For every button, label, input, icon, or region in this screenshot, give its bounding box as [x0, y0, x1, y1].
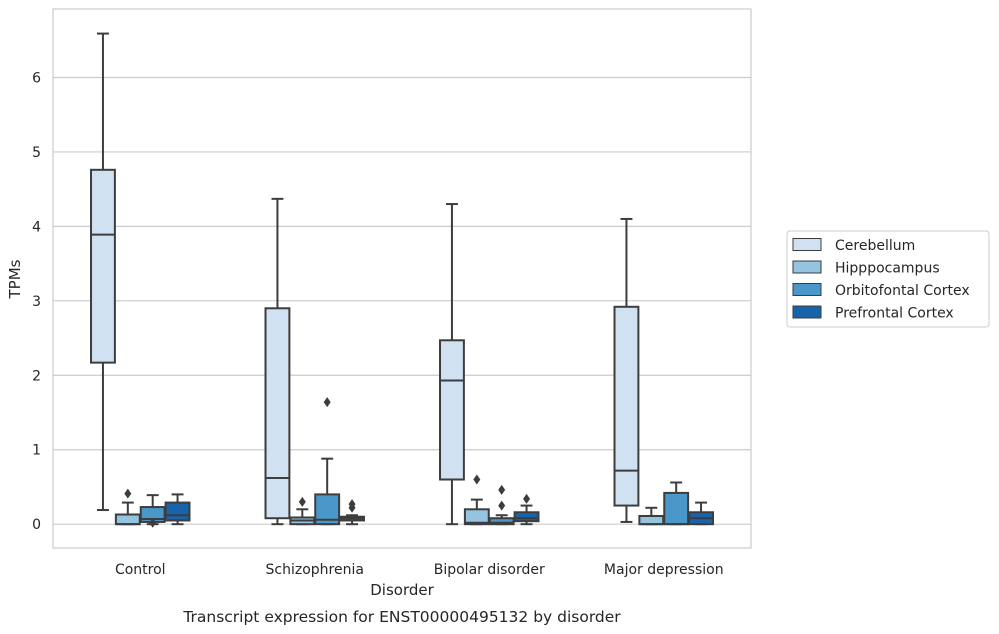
outlier-point	[124, 488, 132, 499]
outlier-point	[473, 474, 481, 485]
box-orbitofontal-cortex	[139, 494, 166, 528]
legend-swatch	[792, 260, 822, 274]
y-tick-label: 4	[32, 219, 41, 235]
box-iqr	[164, 501, 191, 522]
x-tick-label: Control	[115, 562, 166, 578]
outlier-point	[298, 496, 306, 507]
outlier-point	[498, 484, 506, 495]
x-tick-label: Schizophrenia	[266, 562, 364, 578]
outlier-point	[149, 517, 157, 528]
legend-swatch	[792, 238, 822, 251]
x-tick-label: Major depression	[604, 562, 724, 578]
legend: Cerebellum Hipppocampus Orbitofontal Corte…	[786, 230, 990, 328]
outlier-point	[523, 493, 531, 504]
box-iqr	[663, 491, 690, 526]
box-orbitofontal-cortex	[488, 484, 515, 526]
box-prefrontal-cortex	[688, 501, 714, 526]
box-prefrontal-cortex	[513, 493, 540, 526]
legend-frame	[786, 230, 990, 328]
x-tick-labels: Control Schizophrenia Bipolar disorder Majo…	[115, 562, 724, 578]
box-cerebellum	[439, 203, 465, 526]
outlier-point	[498, 500, 506, 511]
box-iqr	[613, 305, 640, 507]
box-prefrontal-cortex	[164, 493, 191, 526]
legend-label: Hipppocampus	[835, 261, 940, 277]
box-iqr	[90, 168, 116, 364]
y-tick-label: 1	[32, 443, 41, 459]
legend-swatch	[792, 283, 822, 296]
box-orbitofontal-cortex	[663, 481, 690, 526]
box-cerebellum	[613, 217, 640, 523]
box-iqr	[463, 508, 490, 526]
box-hipppocampus	[289, 496, 316, 526]
box-iqr	[114, 513, 141, 526]
y-tick-labels: 0 1 2 3 4 5 6	[32, 70, 41, 533]
legend-entries: Cerebellum Hipppocampus Orbitofontal Corte…	[792, 238, 970, 322]
box-iqr	[314, 493, 341, 526]
y-tick-label: 2	[32, 368, 41, 384]
box-iqr	[513, 511, 540, 523]
box-iqr	[264, 307, 291, 520]
y-tick-label: 3	[32, 294, 41, 310]
plot-area	[52, 8, 752, 549]
legend-label: Orbitofontal Cortex	[835, 283, 970, 299]
box-iqr	[638, 514, 665, 526]
legend-swatch	[792, 305, 822, 319]
box-hipppocampus	[463, 474, 490, 526]
legend-label: Prefrontal Cortex	[835, 306, 954, 322]
y-axis-label: TPMs	[6, 259, 24, 299]
y-tick-label: 0	[32, 517, 41, 533]
legend-label: Cerebellum	[835, 238, 915, 254]
box-cerebellum	[90, 32, 116, 512]
outlier-point	[323, 397, 331, 408]
x-tick-label: Bipolar disorder	[434, 562, 545, 578]
boxes	[90, 32, 714, 528]
x-axis-label: Disorder	[370, 581, 434, 599]
box-prefrontal-cortex	[339, 499, 365, 526]
outlier-point	[348, 499, 356, 510]
box-cerebellum	[264, 197, 291, 526]
box-orbitofontal-cortex	[314, 397, 341, 526]
box-iqr	[439, 339, 465, 481]
grid-lines	[53, 76, 751, 525]
chart-caption: Transcript expression for ENST0000049513…	[182, 608, 621, 626]
y-tick-label: 5	[32, 145, 41, 161]
y-tick-label: 6	[32, 70, 41, 86]
